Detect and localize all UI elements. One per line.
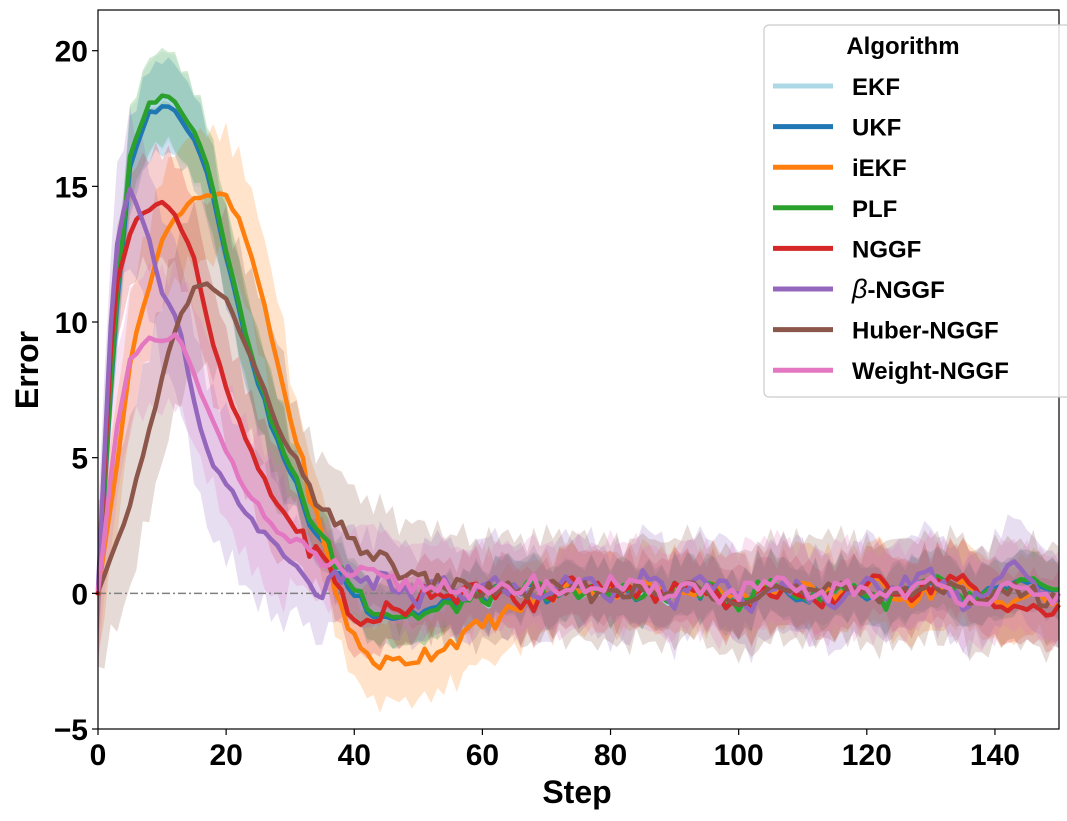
y-tick-label: 15 xyxy=(55,171,88,204)
y-tick-label: 0 xyxy=(71,578,88,611)
legend-label: Weight-NGGF xyxy=(852,358,1009,385)
y-tick-label: 20 xyxy=(55,36,88,69)
legend: Algorithm EKF UKF iEKF PLF NGGF β-NGGF Huber-N… xyxy=(764,25,1067,397)
x-tick-label: 100 xyxy=(714,739,764,772)
legend-label-text: -NGGF xyxy=(867,277,944,304)
x-axis-title: Step xyxy=(542,774,611,810)
legend-label: NGGF xyxy=(852,236,921,263)
legend-label-greek: β xyxy=(851,274,867,304)
legend-label: UKF xyxy=(852,115,901,142)
y-tick-label: −5 xyxy=(54,714,88,747)
legend-label: iEKF xyxy=(852,155,907,182)
y-tick-label: 5 xyxy=(71,443,88,476)
y-tick-label: 10 xyxy=(55,307,88,340)
x-tick-label: 140 xyxy=(970,739,1020,772)
x-tick-label: 60 xyxy=(466,739,499,772)
legend-label: β-NGGF xyxy=(851,274,945,304)
x-tick-label: 40 xyxy=(338,739,371,772)
x-tick-label: 80 xyxy=(594,739,627,772)
y-axis-title: Error xyxy=(9,331,45,409)
x-tick-label: 0 xyxy=(90,739,107,772)
x-tick-label: 120 xyxy=(842,739,892,772)
legend-title: Algorithm xyxy=(846,33,959,60)
legend-label: Huber-NGGF xyxy=(852,318,999,345)
x-tick-label: 20 xyxy=(209,739,242,772)
legend-label: PLF xyxy=(852,196,897,223)
legend-label: EKF xyxy=(852,74,900,101)
